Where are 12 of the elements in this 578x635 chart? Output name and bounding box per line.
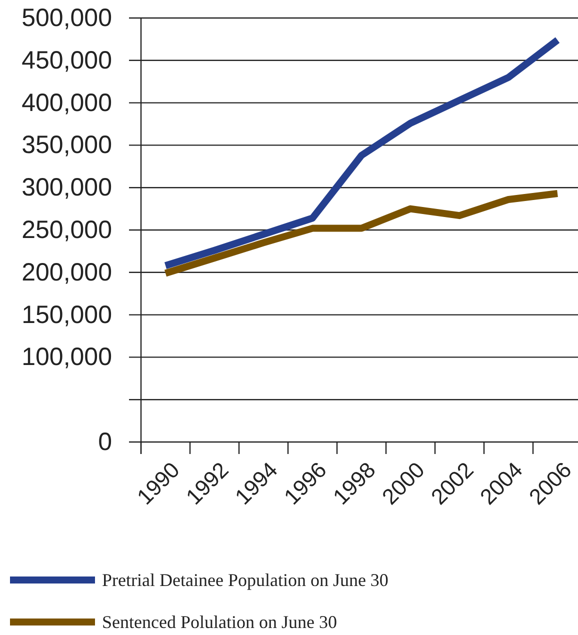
y-tick-label: 400,000 (22, 88, 112, 117)
y-tick-label: 450,000 (22, 46, 112, 74)
y-tick-label: 300,000 (22, 174, 112, 202)
y-tick-label: 250,000 (22, 216, 112, 244)
y-tick-label: 500,000 (22, 4, 112, 32)
y-tick-label: 0 (98, 428, 112, 456)
y-tick-label: 350,000 (22, 131, 112, 160)
y-tick-label: 150,000 (22, 300, 112, 329)
legend-label: Sentenced Polulation on June 30 (102, 612, 337, 632)
legend-label: Pretrial Detainee Population on June 30 (102, 570, 388, 590)
y-tick-label: 100,000 (22, 343, 112, 372)
y-tick-label: 200,000 (22, 258, 112, 286)
